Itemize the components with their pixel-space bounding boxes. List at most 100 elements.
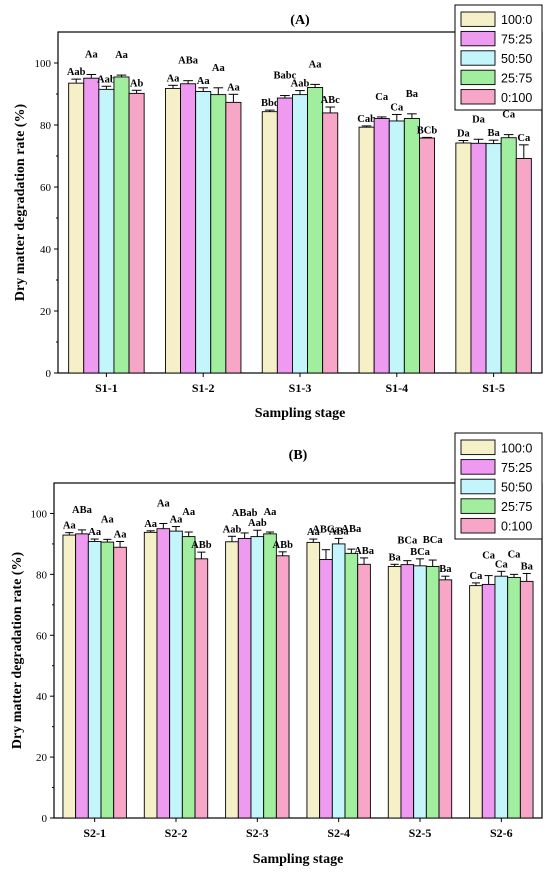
x-tick-label-s2-5: S2-5 [409, 826, 432, 840]
significance-label: Ab [130, 78, 144, 89]
significance-label: BCa [397, 536, 418, 547]
significance-label: Ca [375, 92, 389, 103]
bar-s2-1-0-100 [113, 546, 127, 819]
bar-s1-3-50-50 [291, 94, 309, 374]
bar-s2-6-25-75 [507, 576, 521, 819]
legend-label: 0:100 [501, 91, 532, 105]
bar-s1-5-75-25 [470, 142, 487, 374]
significance-label: BCb [417, 125, 438, 136]
legend-label: 25:75 [501, 500, 532, 514]
legend-swatch [460, 478, 496, 495]
significance-label: Aab [97, 74, 116, 85]
significance-label: ABa [341, 524, 362, 535]
significance-label: Aa [144, 519, 158, 530]
bar-s1-5-50-50 [485, 143, 502, 374]
legend-swatch [460, 498, 496, 514]
legend-swatch [460, 517, 496, 534]
bar-s1-3-25-75 [307, 87, 324, 374]
bar-s2-3-50-50 [250, 536, 265, 819]
legend-label: 75:25 [501, 461, 532, 475]
bar-s1-4-25-75 [403, 118, 420, 374]
significance-label: ABa [354, 546, 375, 557]
y-tick-label: 0 [46, 368, 52, 380]
legend: 100:0 75:25 50:50 25:75 0:100 [454, 432, 543, 540]
bar-s1-4-50-50 [388, 120, 405, 374]
bar-s2-1-100-0 [62, 534, 77, 819]
bar-s1-5-25-75 [500, 137, 517, 374]
y-tick-label: 60 [40, 182, 52, 194]
panel-a-y-axis-title: Dry matter degradation rate (%) [13, 104, 28, 302]
bar-s2-4-50-50 [331, 543, 346, 819]
legend-label: 100:0 [501, 441, 532, 455]
legend-label: 50:50 [501, 52, 532, 66]
y-tick-label: 20 [40, 306, 52, 318]
significance-label: Aa [264, 507, 278, 518]
significance-label: Aa [114, 529, 128, 540]
legend-label: 100:0 [501, 13, 532, 27]
bar-s2-2-100-0 [143, 531, 158, 819]
bar-s1-1-0-100 [128, 92, 145, 374]
panel-b-x-axis-title: Sampling stage [253, 852, 344, 867]
bar-s2-4-75-25 [319, 558, 333, 819]
y-tick-label: 60 [36, 630, 48, 642]
legend-swatch [460, 69, 496, 86]
bar-s2-6-0-100 [519, 580, 534, 819]
bar-s1-4-75-25 [373, 118, 390, 374]
panel-a-title: (A) [290, 13, 310, 28]
significance-label: Ca [482, 551, 496, 562]
bar-s1-2-25-75 [210, 94, 227, 374]
significance-label: Aa [307, 527, 321, 538]
bar-s1-3-0-100 [322, 112, 339, 374]
bar-s1-4-0-100 [419, 137, 436, 374]
y-tick-label: 40 [36, 691, 48, 703]
x-tick-label-s1-4: S1-4 [385, 381, 408, 395]
bar-s2-6-75-25 [481, 583, 496, 819]
significance-label: Ca [390, 102, 404, 113]
legend-label: 75:25 [501, 33, 532, 47]
significance-label: Ba [487, 128, 500, 139]
plot-frame [53, 482, 543, 819]
bar-s1-2-75-25 [180, 83, 197, 374]
significance-label: Da [457, 129, 471, 140]
bar-s2-2-25-75 [181, 536, 196, 819]
bar-s2-5-50-50 [413, 565, 427, 819]
x-tick-label-s2-2: S2-2 [165, 826, 188, 840]
significance-label: Aa [182, 507, 196, 518]
y-tick-label: 40 [40, 244, 52, 256]
bar-s2-4-100-0 [306, 541, 321, 819]
legend-swatch [460, 439, 496, 456]
significance-label: Aa [212, 63, 226, 74]
significance-label: Ca [508, 549, 522, 560]
y-tick-label: 80 [36, 569, 48, 581]
legend-label: 0:100 [501, 520, 532, 534]
y-tick-label: 100 [31, 508, 48, 520]
significance-label: Aa [157, 499, 171, 510]
significance-label: Ba [439, 564, 452, 575]
panel-b-y-axis-title: Dry matter degradation rate (%) [10, 552, 25, 750]
bar-s1-3-100-0 [261, 111, 278, 374]
bar-s2-1-75-25 [75, 533, 89, 819]
legend-label: 50:50 [501, 481, 532, 495]
bar-s1-1-75-25 [83, 77, 100, 374]
significance-label: Babc [274, 71, 297, 82]
significance-label: Ca [470, 571, 484, 582]
bar-s2-2-75-25 [156, 528, 171, 819]
bar-s2-3-75-25 [237, 537, 252, 819]
x-tick-label-s2-4: S2-4 [327, 826, 350, 840]
significance-label: Aa [227, 82, 241, 93]
x-tick-label-s2-3: S2-3 [246, 826, 269, 840]
bar-s2-4-0-100 [357, 563, 371, 819]
significance-label: ABb [272, 540, 293, 551]
bar-s1-3-75-25 [276, 97, 293, 374]
bar-s2-4-25-75 [344, 552, 359, 819]
x-tick-label-s1-1: S1-1 [95, 381, 118, 395]
bar-s2-6-50-50 [494, 575, 509, 819]
significance-label: Aa [115, 50, 129, 61]
significance-label: Aab [67, 67, 86, 78]
significance-label: Aa [309, 59, 323, 70]
significance-label: Aa [85, 49, 99, 60]
bar-s1-5-100-0 [455, 142, 472, 374]
bar-s2-5-75-25 [400, 564, 415, 819]
bar-s1-4-100-0 [358, 126, 375, 374]
